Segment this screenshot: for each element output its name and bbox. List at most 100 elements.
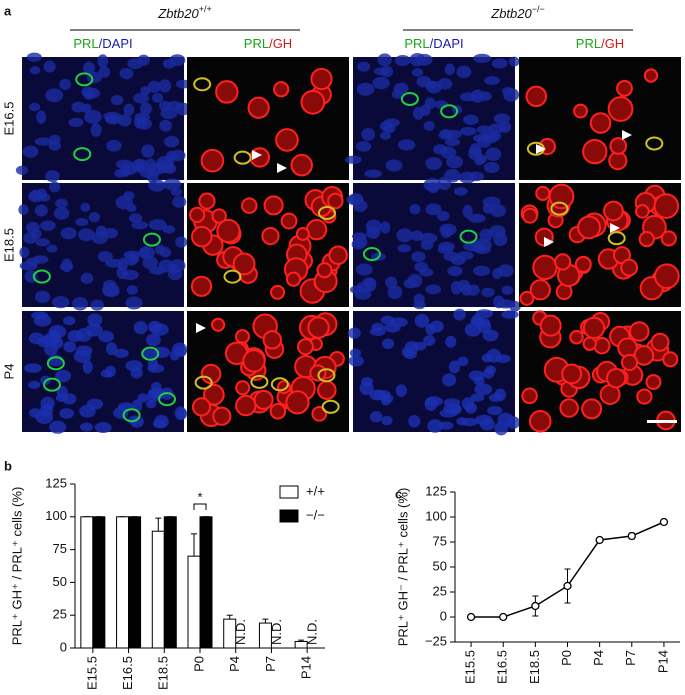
prl-cell — [645, 136, 664, 151]
nucleus — [371, 322, 384, 332]
nucleus — [169, 54, 186, 66]
point — [627, 531, 636, 541]
nucleus — [460, 126, 477, 136]
prl-cell — [142, 232, 161, 247]
nucleus — [159, 119, 173, 132]
nucleus — [55, 198, 68, 209]
significance-label: * — [197, 489, 202, 504]
nucleus — [403, 278, 418, 289]
nucleus — [456, 417, 468, 426]
nucleus — [419, 268, 434, 277]
nucleus — [425, 203, 442, 216]
nucleus — [98, 330, 114, 343]
micrograph — [15, 52, 191, 184]
bar — [294, 640, 308, 649]
arrowhead — [536, 144, 546, 154]
gh-cell — [574, 255, 592, 273]
nucleus — [411, 68, 424, 77]
nucleus — [439, 409, 458, 418]
legend-swatch — [279, 509, 299, 523]
nucleus — [63, 341, 77, 353]
bar — [199, 516, 213, 649]
nucleus — [446, 155, 464, 169]
gh-cell — [605, 367, 627, 389]
nucleus — [444, 63, 455, 76]
nucleus — [51, 295, 70, 309]
y-tick-label: 0 — [440, 608, 447, 623]
gh-cell — [554, 253, 572, 271]
nucleus — [348, 355, 364, 367]
prl-cell — [400, 91, 419, 106]
nucleus — [147, 357, 158, 371]
nucleus — [175, 102, 191, 116]
prl-cell — [32, 269, 51, 284]
point — [531, 601, 540, 611]
micrograph — [519, 57, 681, 180]
nucleus — [487, 405, 503, 416]
nucleus — [387, 285, 403, 300]
nucleus — [489, 204, 507, 218]
nucleus — [105, 342, 118, 356]
nucleus — [437, 176, 452, 191]
nucleus — [413, 293, 425, 306]
nucleus — [351, 239, 365, 250]
x-tick-label: E16.5 — [120, 656, 135, 690]
nucleus — [379, 131, 391, 140]
nucleus — [172, 196, 187, 208]
nucleus — [152, 92, 164, 103]
nucleus — [137, 393, 149, 403]
point — [595, 535, 604, 545]
row-label: P4 — [1, 364, 16, 380]
nucleus — [425, 396, 443, 407]
nucleus — [131, 158, 149, 173]
prl-cell — [550, 201, 569, 216]
prl-cell — [270, 377, 289, 392]
x-tick-label: P7 — [263, 656, 278, 672]
nucleus — [464, 323, 482, 337]
genotype-label: Zbtb20+/+ — [157, 4, 212, 21]
gh-cell — [660, 230, 677, 247]
nucleus — [94, 421, 112, 433]
genotype: −/− — [532, 4, 545, 14]
gh-cell — [216, 218, 241, 244]
nucleus — [415, 53, 433, 66]
nucleus — [40, 403, 54, 417]
nucleus — [83, 61, 95, 76]
nucleus — [24, 363, 42, 373]
nucleus — [476, 125, 493, 135]
nucleus — [86, 398, 104, 410]
gh-cell — [607, 96, 634, 122]
nucleus — [141, 144, 155, 158]
legend-label: +/+ — [306, 483, 325, 498]
nucleus — [22, 145, 39, 158]
nucleus — [484, 75, 500, 85]
nucleus — [508, 56, 520, 67]
nucleus — [53, 207, 70, 220]
gh-cell — [528, 409, 552, 433]
nucleus — [427, 182, 440, 194]
nucleus — [167, 268, 183, 281]
legend-swatch — [279, 485, 299, 499]
arrowhead — [610, 223, 620, 233]
nucleus — [485, 365, 497, 375]
gh-cell — [273, 81, 290, 98]
nucleus — [459, 171, 476, 184]
y-tick-label: −25 — [425, 633, 447, 648]
gh-cell — [300, 89, 326, 115]
nucleus — [158, 79, 172, 93]
gh-cell — [285, 390, 310, 415]
legend-label: −/− — [306, 507, 325, 522]
x-tick-label: P0 — [191, 656, 206, 672]
nucleus — [177, 407, 188, 420]
column-header: PRL/DAPI — [73, 36, 132, 51]
nucleus — [95, 225, 108, 237]
prl-cell — [141, 346, 160, 361]
nucleus — [361, 127, 376, 141]
gh-cell — [650, 332, 670, 352]
nucleus — [473, 245, 491, 255]
gh-cell — [645, 374, 662, 390]
nucleus — [147, 388, 162, 399]
prl-cell — [440, 104, 459, 119]
nucleus — [106, 139, 122, 152]
nucleus — [474, 383, 493, 396]
